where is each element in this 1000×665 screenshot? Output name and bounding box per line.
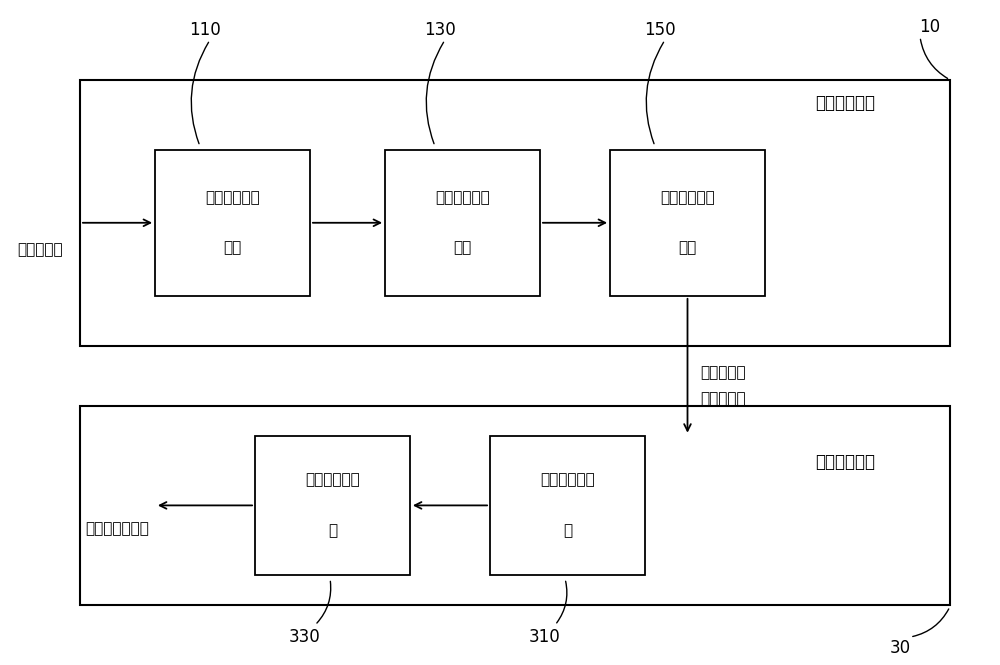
Text: 参数曲线映射: 参数曲线映射 [435,190,490,205]
Text: 视频帧参数: 视频帧参数 [700,365,746,380]
Bar [155,150,310,296]
Text: 150: 150 [644,21,676,39]
Text: 330: 330 [289,628,321,646]
Text: 增强处理模块: 增强处理模块 [815,453,875,471]
Text: 亮度分布计算: 亮度分布计算 [205,190,260,205]
Text: 帧间参数平滑: 帧间参数平滑 [660,190,715,205]
Text: 元: 元 [328,523,337,538]
Text: 视频帧数据: 视频帧数据 [700,392,746,406]
Text: 参数调整模块: 参数调整模块 [815,94,875,112]
Text: 单元: 单元 [223,241,242,255]
Bar [490,436,645,575]
Bar [255,436,410,575]
Text: 饱和度增强单: 饱和度增强单 [305,473,360,487]
Text: 110: 110 [189,21,221,39]
Text: 130: 130 [424,21,456,39]
Text: 视频帧数据: 视频帧数据 [17,242,63,257]
Text: 单元: 单元 [453,241,472,255]
Text: 310: 310 [529,628,561,646]
Bar [610,150,765,296]
Bar [385,150,540,296]
Bar [80,80,950,346]
Bar [80,406,950,605]
Text: 单元: 单元 [678,241,697,255]
Text: 10: 10 [919,17,941,36]
Text: 元: 元 [563,523,572,538]
Text: 视频帧增强数据: 视频帧增强数据 [85,521,149,536]
Text: 30: 30 [889,639,911,658]
Text: 对比图增强单: 对比图增强单 [540,473,595,487]
